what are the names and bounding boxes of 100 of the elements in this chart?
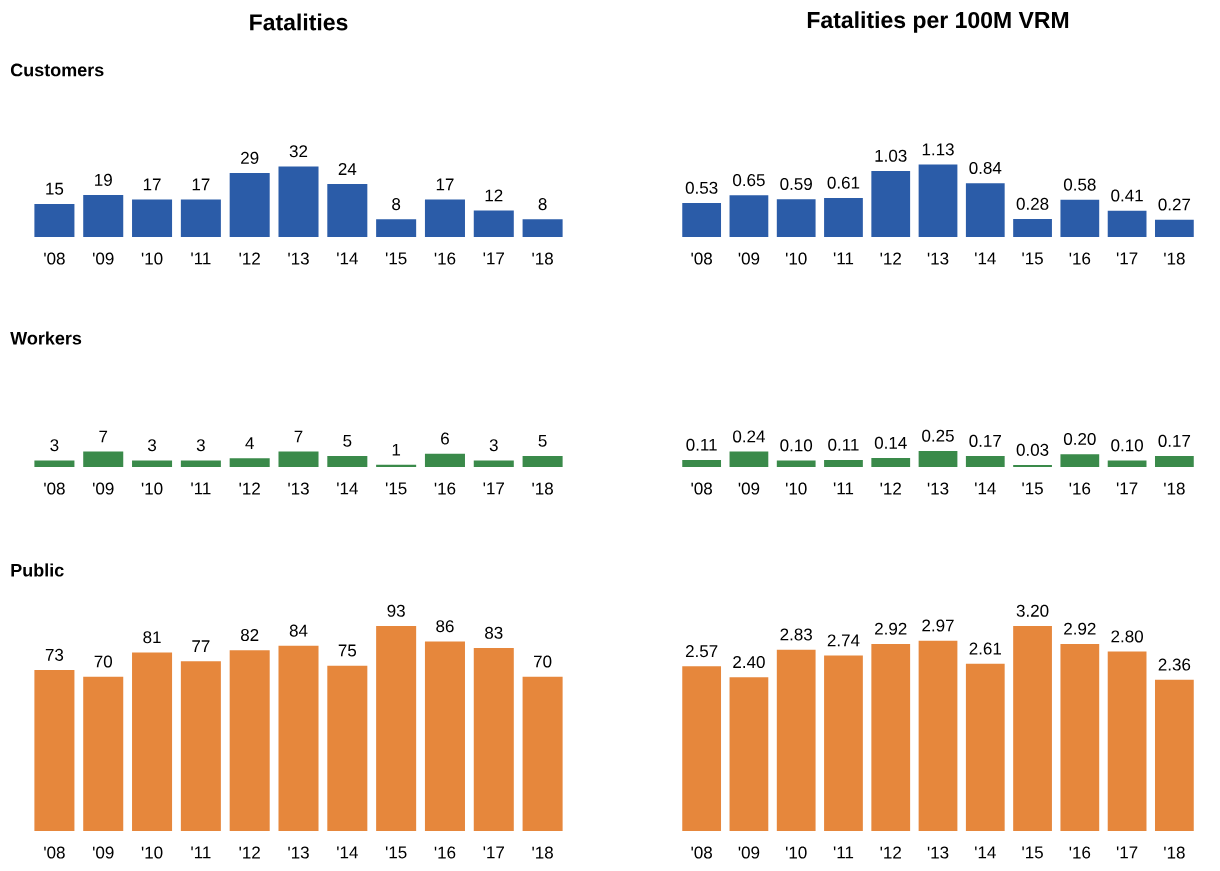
data-label: 4	[245, 437, 254, 449]
bar	[473, 210, 514, 237]
bar	[522, 455, 563, 467]
data-label: 0.24	[733, 430, 765, 443]
data-label: 3	[489, 439, 498, 452]
data-label: 0.03	[1016, 443, 1049, 456]
bar	[278, 451, 319, 467]
bar	[473, 648, 514, 831]
data-label: 0.53	[685, 181, 718, 194]
data-label: 2.83	[780, 628, 812, 641]
bar	[1107, 460, 1147, 467]
x-tick-label: '11	[833, 846, 854, 859]
data-label: 7	[99, 430, 108, 443]
x-tick-label: '13	[288, 846, 309, 859]
bar	[34, 203, 75, 237]
bar	[965, 456, 1005, 467]
x-tick-label: '12	[880, 252, 901, 265]
bar	[682, 203, 722, 237]
bar	[682, 459, 722, 467]
x-tick-label: '09	[738, 482, 760, 495]
x-tick-label: '12	[880, 846, 901, 859]
x-tick-label: '10	[785, 252, 807, 265]
bar	[871, 458, 911, 467]
data-label: 8	[392, 198, 401, 211]
bar	[229, 650, 270, 831]
bar	[918, 164, 958, 237]
data-label: 0.61	[827, 176, 860, 189]
data-label: 2.92	[875, 622, 907, 635]
data-label: 82	[240, 629, 259, 642]
data-label: 1.13	[922, 143, 954, 156]
data-label: 5	[538, 434, 547, 447]
bar	[327, 184, 368, 237]
x-tick-label: '14	[337, 482, 358, 495]
x-tick-label: '14	[975, 252, 996, 265]
x-tick-label: '13	[927, 846, 949, 859]
bar	[1154, 456, 1194, 467]
x-tick-label: '10	[141, 252, 163, 265]
bar	[918, 640, 958, 831]
data-label: 3	[147, 439, 157, 452]
x-tick-label: '14	[337, 252, 358, 265]
data-label: 0.17	[1158, 434, 1191, 447]
x-tick-label: '10	[785, 482, 807, 495]
x-tick-label: '18	[532, 252, 553, 265]
data-label: 17	[192, 178, 210, 191]
x-tick-label: '17	[1116, 252, 1138, 265]
bar	[824, 459, 863, 467]
data-label: 0.65	[733, 174, 765, 187]
x-tick-label: '08	[44, 252, 65, 265]
x-tick-label: '08	[44, 846, 65, 859]
bar	[729, 195, 769, 237]
data-label: 73	[45, 648, 64, 661]
data-label: 2.36	[1158, 658, 1191, 671]
data-label: 77	[192, 640, 210, 653]
data-label: 3	[50, 439, 59, 452]
data-label: 75	[338, 644, 357, 657]
data-label: 0.11	[686, 438, 717, 451]
x-tick-label: '12	[239, 482, 260, 495]
x-tick-label: '18	[1164, 482, 1185, 495]
x-tick-label: '18	[1164, 846, 1185, 859]
data-label: 15	[46, 182, 64, 195]
x-tick-label: '10	[141, 482, 163, 495]
x-tick-label: '13	[288, 252, 309, 265]
data-label: 0.20	[1063, 432, 1096, 445]
bar	[824, 197, 863, 237]
x-tick-label: '13	[288, 482, 309, 495]
bar	[1060, 643, 1100, 831]
data-label: 0.14	[874, 436, 907, 449]
bar	[278, 166, 319, 237]
bar	[132, 460, 173, 467]
data-label: 2.92	[1064, 622, 1096, 635]
bar	[1060, 199, 1100, 237]
x-tick-label: '08	[44, 482, 65, 495]
bar	[776, 199, 816, 237]
bar	[376, 464, 417, 467]
x-tick-label: '18	[532, 846, 553, 859]
bar	[278, 645, 319, 831]
x-tick-label: '17	[1116, 846, 1138, 859]
data-label: 2.40	[733, 656, 765, 669]
x-tick-label: '14	[975, 846, 996, 859]
bar	[1107, 651, 1147, 831]
data-label: 29	[241, 151, 259, 164]
x-tick-label: '12	[239, 252, 260, 265]
data-label: 70	[94, 655, 113, 668]
bar	[180, 460, 221, 467]
data-label: 2.74	[827, 634, 860, 647]
x-tick-label: '15	[1022, 482, 1043, 495]
x-tick-label: '15	[1022, 252, 1043, 265]
data-label: 3	[196, 439, 205, 452]
data-label: 17	[436, 178, 454, 191]
bar	[1154, 219, 1194, 237]
bar	[132, 199, 173, 237]
chart-subtitle: Workers	[10, 331, 82, 345]
x-tick-label: '08	[691, 252, 712, 265]
data-label: 81	[143, 631, 161, 644]
data-label: 70	[534, 655, 552, 668]
bar	[34, 670, 75, 831]
bar	[729, 451, 769, 467]
bar	[729, 677, 769, 831]
x-tick-label: '18	[1164, 252, 1185, 265]
data-label: 1	[392, 443, 401, 456]
